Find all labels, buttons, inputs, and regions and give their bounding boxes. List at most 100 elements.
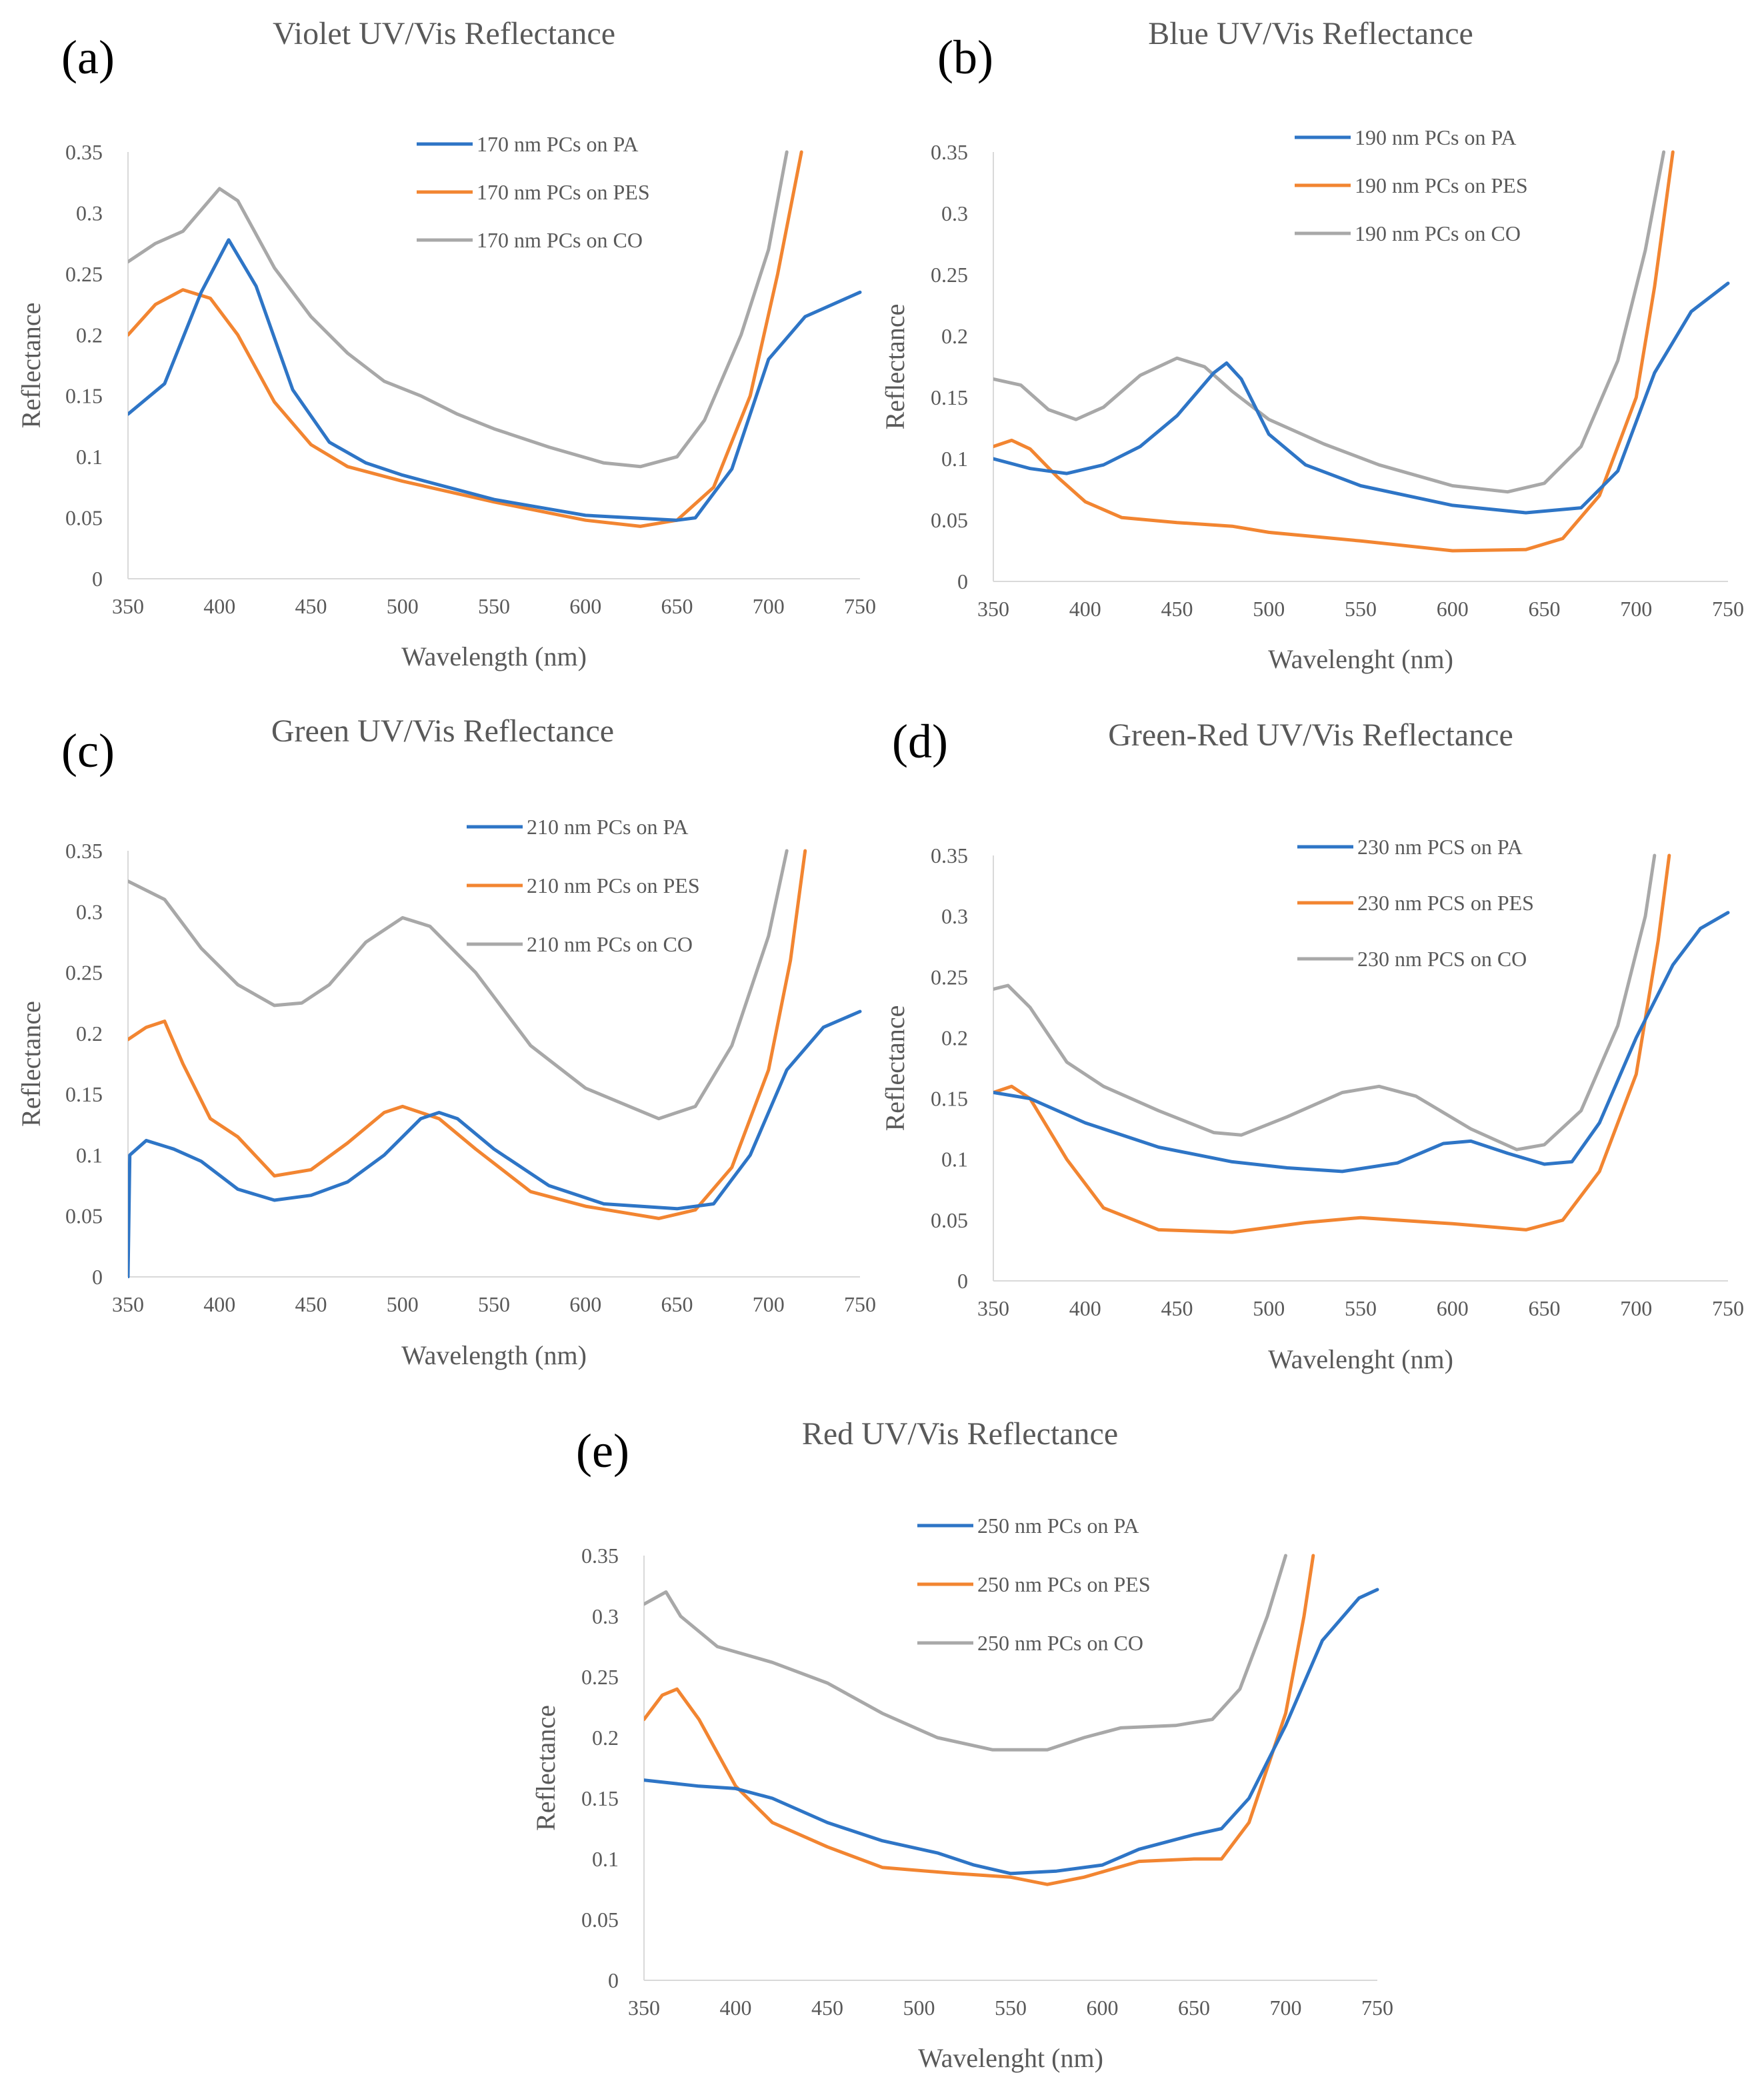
y-tick-label: 0.05 — [931, 1208, 968, 1232]
y-axis-label: Reflectance — [16, 303, 46, 429]
series-line-pes — [128, 150, 803, 528]
y-tick-label: 0.1 — [941, 1148, 968, 1172]
y-tick-label: 0.2 — [941, 1025, 968, 1050]
x-tick-label: 350 — [112, 1292, 144, 1316]
y-tick-label: 0.1 — [76, 1143, 103, 1167]
chart-title: Violet UV/Vis Reflectance — [273, 16, 615, 51]
y-tick-label: 0 — [608, 1968, 619, 1992]
x-tick-label: 600 — [1437, 597, 1469, 621]
x-tick-label: 700 — [1620, 597, 1652, 621]
legend-entry-pes: 250 nm PCs on PES — [977, 1572, 1151, 1596]
x-tick-label: 700 — [1620, 1296, 1652, 1320]
y-tick-label: 0.1 — [76, 445, 103, 469]
x-tick-label: 600 — [1437, 1296, 1469, 1320]
x-tick-label: 450 — [295, 1292, 327, 1316]
legend-entry-pa: 170 nm PCs on PA — [477, 132, 638, 156]
series-line-pes — [993, 150, 1675, 553]
legend-entry-pes: 210 nm PCs on PES — [527, 873, 700, 897]
x-tick-label: 400 — [720, 1996, 752, 2020]
x-tick-label: 600 — [569, 594, 601, 618]
y-tick-label: 0.15 — [65, 384, 103, 408]
y-tick-label: 0 — [957, 569, 968, 593]
legend-entry-co: 250 nm PCs on CO — [977, 1631, 1143, 1655]
x-tick-label: 550 — [995, 1996, 1027, 2020]
legend-entry-pa: 230 nm PCS on PA — [1357, 835, 1523, 859]
y-tick-label: 0.2 — [76, 1021, 103, 1045]
x-tick-label: 650 — [661, 1292, 693, 1316]
x-tick-label: 400 — [203, 1292, 235, 1316]
y-tick-label: 0.3 — [592, 1604, 619, 1628]
x-tick-label: 600 — [569, 1292, 601, 1316]
x-tick-label: 450 — [1161, 1296, 1193, 1320]
y-tick-label: 0.35 — [581, 1544, 619, 1568]
x-tick-label: 500 — [1253, 597, 1285, 621]
y-tick-label: 0.05 — [931, 508, 968, 532]
x-tick-label: 500 — [1253, 1296, 1285, 1320]
x-axis-label: Wavelength (nm) — [401, 1340, 587, 1370]
chart-panel-b: (b) Blue UV/Vis Reflectance 350 400 450 500 55… — [880, 16, 1744, 674]
x-tick-label: 350 — [628, 1996, 660, 2020]
x-tick-label: 650 — [661, 594, 693, 618]
y-tick-label: 0.3 — [941, 201, 968, 225]
y-tick-label: 0.3 — [76, 899, 103, 923]
y-tick-label: 0.05 — [65, 506, 103, 530]
y-axis-label: Reflectance — [531, 1705, 561, 1831]
y-tick-label: 0.15 — [65, 1082, 103, 1106]
series-line-pa — [128, 238, 862, 522]
y-tick-label: 0.25 — [65, 961, 103, 985]
legend-entry-co: 170 nm PCs on CO — [477, 228, 643, 252]
y-tick-label: 0 — [92, 1265, 103, 1289]
x-tick-label: 550 — [478, 1292, 510, 1316]
panel-label: (c) — [61, 724, 115, 777]
x-tick-label: 400 — [1069, 1296, 1101, 1320]
y-tick-label: 0 — [92, 567, 103, 591]
x-axis-label: Wavelength (nm) — [401, 641, 587, 671]
x-axis-label: Wavelenght (nm) — [918, 2043, 1103, 2073]
y-tick-label: 0.25 — [65, 262, 103, 286]
chart-panel-e: (e) Red UV/Vis Reflectance 350 400 450 500 550… — [531, 1416, 1393, 2073]
x-tick-label: 500 — [387, 1292, 419, 1316]
series-line-pes — [644, 1554, 1315, 1886]
x-axis-label: Wavelenght (nm) — [1268, 1344, 1453, 1374]
y-axis-label: Reflectance — [16, 1001, 46, 1127]
y-tick-label: 0.35 — [65, 140, 103, 164]
x-tick-label: 450 — [295, 594, 327, 618]
panel-label: (b) — [937, 31, 993, 84]
chart-title: Green-Red UV/Vis Reflectance — [1108, 717, 1513, 753]
legend-entry-pes: 230 nm PCS on PES — [1357, 891, 1534, 915]
chart-panel-d: (d) Green-Red UV/Vis Reflectance 350 400 450… — [880, 715, 1744, 1374]
chart-panel-c: (c) Green UV/Vis Reflectance 350 400 450 500 5… — [16, 713, 876, 1370]
y-tick-label: 0.35 — [931, 140, 968, 164]
y-tick-label: 0.25 — [931, 263, 968, 287]
x-tick-label: 650 — [1178, 1996, 1210, 2020]
y-tick-label: 0 — [957, 1269, 968, 1293]
y-tick-label: 0.25 — [931, 965, 968, 989]
legend-entry-co: 210 nm PCs on CO — [527, 932, 693, 956]
x-tick-label: 600 — [1087, 1996, 1119, 2020]
series-line-pa — [993, 281, 1730, 515]
series-line-pes — [993, 853, 1671, 1234]
series-line-co — [993, 150, 1666, 494]
x-tick-label: 550 — [478, 594, 510, 618]
y-tick-label: 0.35 — [65, 839, 103, 863]
y-axis-label: Reflectance — [880, 304, 910, 430]
series-line-pa — [644, 1588, 1379, 1876]
x-tick-label: 450 — [811, 1996, 843, 2020]
series-line-co — [128, 150, 789, 469]
x-tick-label: 700 — [1270, 1996, 1302, 2020]
y-tick-label: 0.05 — [65, 1204, 103, 1228]
legend-entry-co: 190 nm PCs on CO — [1355, 221, 1521, 245]
x-tick-label: 350 — [112, 594, 144, 618]
x-tick-label: 500 — [903, 1996, 935, 2020]
panel-label: (e) — [576, 1424, 629, 1478]
y-tick-label: 0.15 — [931, 1087, 968, 1111]
x-tick-label: 650 — [1529, 597, 1561, 621]
x-tick-label: 550 — [1345, 1296, 1377, 1320]
y-tick-label: 0.15 — [581, 1786, 619, 1810]
series-line-pa — [128, 1009, 862, 1278]
panel-label: (d) — [892, 715, 948, 768]
x-tick-label: 550 — [1345, 597, 1377, 621]
y-tick-label: 0.35 — [931, 843, 968, 867]
x-tick-label: 750 — [1712, 597, 1744, 621]
